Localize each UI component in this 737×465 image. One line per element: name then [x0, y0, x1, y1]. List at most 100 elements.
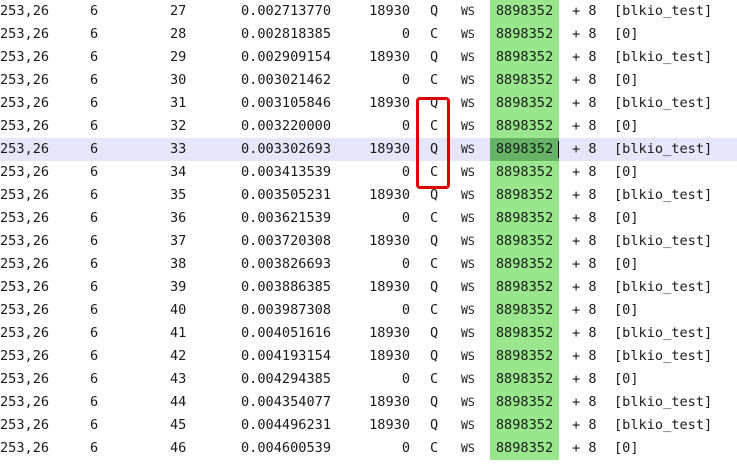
sequence-cell: 43	[170, 371, 187, 387]
timestamp-cell: 0.004496231	[241, 417, 332, 433]
rwbs-cell: WS	[461, 142, 475, 156]
rwbs-cell: WS	[461, 280, 475, 294]
process-cell: [blkio_test]	[614, 49, 713, 65]
sequence-cell: 39	[170, 279, 187, 295]
trace-row[interactable]: 253,26 6 32 0.003220000 0 C WS 8898352 + 8 [0]	[0, 115, 737, 138]
sequence-cell: 46	[170, 440, 187, 456]
trace-row[interactable]: 253,26 6 30 0.003021462 0 C WS 8898352 + 8 [0]	[0, 69, 737, 92]
cpu-cell: 6	[90, 256, 99, 272]
trace-row[interactable]: 253,26 6 37 0.003720308 18930 Q WS 8898352 + 8 [b…	[0, 230, 737, 253]
sector-cell: 8898352	[490, 322, 559, 345]
device-cell: 253,26	[0, 256, 50, 272]
rwbs-cell: WS	[461, 257, 475, 271]
device-cell: 253,26	[0, 279, 50, 295]
trace-row[interactable]: 253,26 6 41 0.004051616 18930 Q WS 8898352 + 8 [b…	[0, 322, 737, 345]
sequence-cell: 41	[170, 325, 187, 341]
device-cell: 253,26	[0, 187, 50, 203]
trace-row[interactable]: 253,26 6 42 0.004193154 18930 Q WS 8898352 + 8 [b…	[0, 345, 737, 368]
device-cell: 253,26	[0, 394, 50, 410]
pid-cell: 0	[401, 118, 410, 134]
size-cell: + 8	[572, 164, 597, 180]
rwbs-cell: WS	[461, 96, 475, 110]
rwbs-cell: WS	[461, 27, 475, 41]
size-cell: + 8	[572, 440, 597, 456]
trace-row[interactable]: 253,26 6 40 0.003987308 0 C WS 8898352 + 8 [0]	[0, 299, 737, 322]
cpu-cell: 6	[90, 164, 99, 180]
trace-row[interactable]: 253,26 6 39 0.003886385 18930 Q WS 8898352 + 8 [b…	[0, 276, 737, 299]
trace-row[interactable]: 253,26 6 46 0.004600539 0 C WS 8898352 + 8 [0]	[0, 437, 737, 460]
trace-row[interactable]: 253,26 6 29 0.002909154 18930 Q WS 8898352 + 8 [b…	[0, 46, 737, 69]
device-cell: 253,26	[0, 72, 50, 88]
trace-row[interactable]: 253,26 6 44 0.004354077 18930 Q WS 8898352 + 8 [b…	[0, 391, 737, 414]
process-cell: [0]	[614, 302, 639, 318]
device-cell: 253,26	[0, 3, 50, 19]
cpu-cell: 6	[90, 118, 99, 134]
sector-cell: 8898352	[490, 299, 559, 322]
pid-cell: 18930	[369, 95, 410, 111]
device-cell: 253,26	[0, 26, 50, 42]
timestamp-cell: 0.002713770	[241, 3, 332, 19]
trace-row[interactable]: 253,26 6 38 0.003826693 0 C WS 8898352 + 8 [0]	[0, 253, 737, 276]
sequence-cell: 27	[170, 3, 187, 19]
trace-row[interactable]: 253,26 6 27 0.002713770 18930 Q WS 8898352 + 8 [b…	[0, 0, 737, 23]
trace-row[interactable]: 253,26 6 35 0.003505231 18930 Q WS 8898352 + 8 [b…	[0, 184, 737, 207]
size-cell: + 8	[572, 325, 597, 341]
trace-row[interactable]: 253,26 6 33 0.003302693 18930 Q WS 8898352 + 8 [b…	[0, 138, 737, 161]
action-cell: Q	[430, 417, 439, 433]
action-cell: C	[430, 26, 439, 42]
cpu-cell: 6	[90, 49, 99, 65]
rwbs-cell: WS	[461, 395, 475, 409]
device-cell: 253,26	[0, 371, 50, 387]
action-cell: Q	[430, 141, 439, 157]
trace-row[interactable]: 253,26 6 45 0.004496231 18930 Q WS 8898352 + 8 [b…	[0, 414, 737, 437]
process-cell: [blkio_test]	[614, 187, 713, 203]
process-cell: [0]	[614, 118, 639, 134]
trace-row[interactable]: 253,26 6 34 0.003413539 0 C WS 8898352 + 8 [0]	[0, 161, 737, 184]
pid-cell: 18930	[369, 141, 410, 157]
size-cell: + 8	[572, 72, 597, 88]
sequence-cell: 29	[170, 49, 187, 65]
rwbs-cell: WS	[461, 418, 475, 432]
rwbs-cell: WS	[461, 349, 475, 363]
cpu-cell: 6	[90, 141, 99, 157]
sector-cell: 8898352	[490, 230, 559, 253]
sector-cell: 8898352	[490, 391, 559, 414]
device-cell: 253,26	[0, 118, 50, 134]
sequence-cell: 37	[170, 233, 187, 249]
trace-row[interactable]: 253,26 6 43 0.004294385 0 C WS 8898352 + 8 [0]	[0, 368, 737, 391]
process-cell: [0]	[614, 440, 639, 456]
sector-cell: 8898352	[490, 92, 559, 115]
size-cell: + 8	[572, 233, 597, 249]
action-cell: C	[430, 72, 439, 88]
rwbs-cell: WS	[461, 4, 475, 18]
action-cell: C	[430, 371, 439, 387]
size-cell: + 8	[572, 118, 597, 134]
action-cell: C	[430, 256, 439, 272]
pid-cell: 18930	[369, 279, 410, 295]
timestamp-cell: 0.004193154	[241, 348, 332, 364]
sector-cell: 8898352	[490, 253, 559, 276]
rwbs-cell: WS	[461, 234, 475, 248]
rwbs-cell: WS	[461, 119, 475, 133]
rwbs-cell: WS	[461, 372, 475, 386]
size-cell: + 8	[572, 210, 597, 226]
sequence-cell: 45	[170, 417, 187, 433]
timestamp-cell: 0.003021462	[241, 72, 332, 88]
timestamp-cell: 0.003220000	[241, 118, 332, 134]
trace-row[interactable]: 253,26 6 36 0.003621539 0 C WS 8898352 + 8 [0]	[0, 207, 737, 230]
device-cell: 253,26	[0, 325, 50, 341]
sector-cell: 8898352	[490, 115, 559, 138]
process-cell: [0]	[614, 371, 639, 387]
sequence-cell: 34	[170, 164, 187, 180]
trace-row[interactable]: 253,26 6 28 0.002818385 0 C WS 8898352 + 8 [0]	[0, 23, 737, 46]
trace-row[interactable]: 253,26 6 31 0.003105846 18930 Q WS 8898352 + 8 [b…	[0, 92, 737, 115]
sequence-cell: 30	[170, 72, 187, 88]
device-cell: 253,26	[0, 302, 50, 318]
cpu-cell: 6	[90, 371, 99, 387]
action-cell: Q	[430, 95, 439, 111]
rwbs-cell: WS	[461, 211, 475, 225]
sector-cell: 8898352	[490, 276, 559, 299]
sequence-cell: 38	[170, 256, 187, 272]
sequence-cell: 40	[170, 302, 187, 318]
